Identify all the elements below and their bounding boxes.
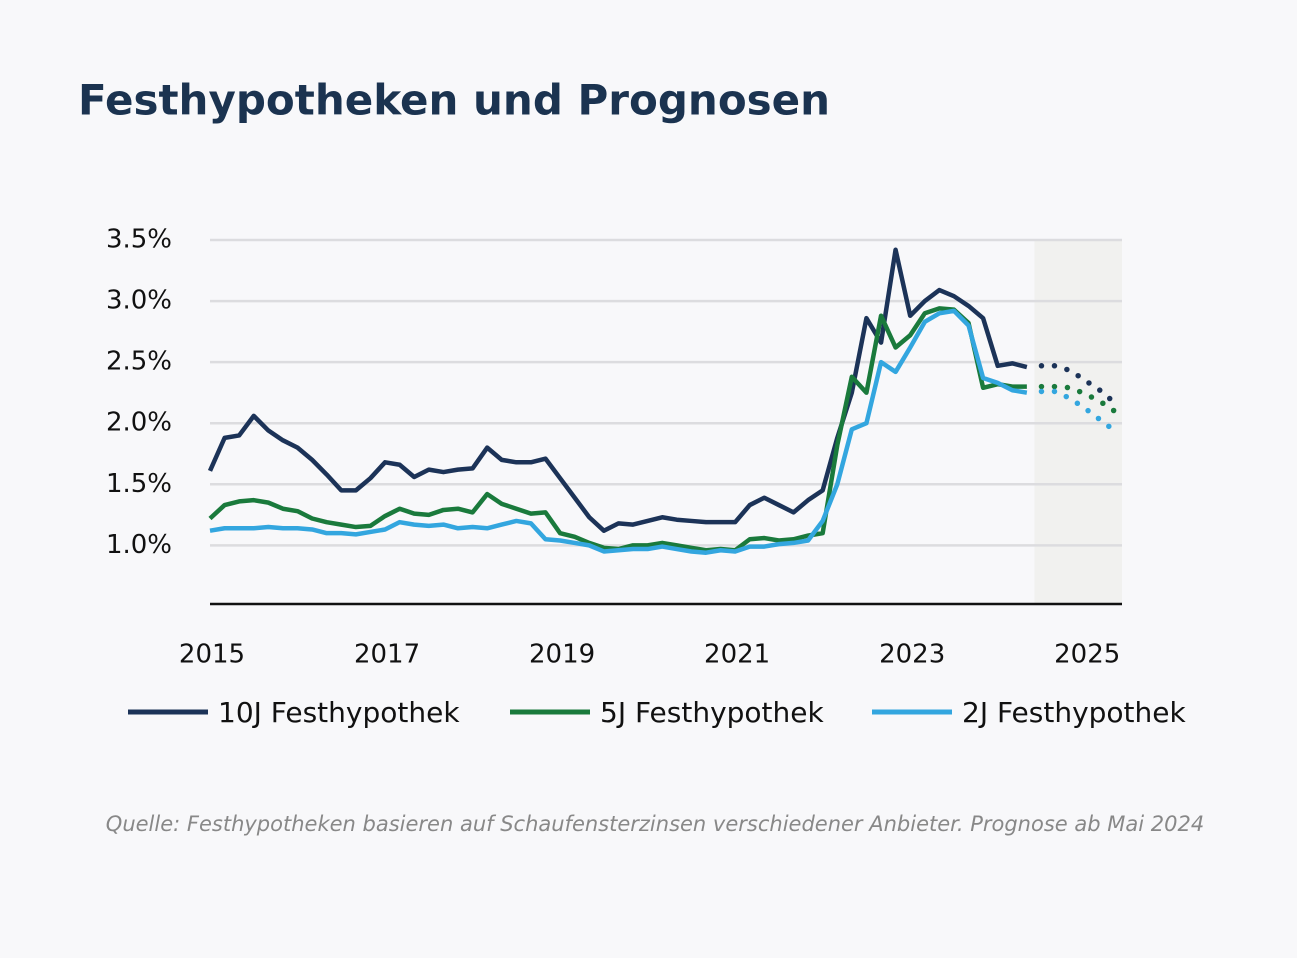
legend-label: 10J Festhypothek <box>218 696 460 729</box>
x-tick-label: 2023 <box>879 640 945 670</box>
y-tick-label: 2.5% <box>106 347 172 377</box>
forecast-line <box>1038 363 1118 406</box>
chart-title: Festhypotheken und Prognosen <box>78 76 830 125</box>
x-tick-label: 2021 <box>704 640 770 670</box>
source-note: Quelle: Festhypotheken basieren auf Scha… <box>106 812 1204 836</box>
y-tick-label: 3.5% <box>106 225 172 255</box>
series-line <box>208 306 1027 553</box>
y-tick-label: 3.0% <box>106 286 172 316</box>
forecast-line <box>1038 388 1118 434</box>
y-tick-label: 1.0% <box>106 530 172 560</box>
y-tick-label: 2.0% <box>106 408 172 438</box>
series-line <box>207 247 1028 533</box>
y-tick-label: 1.5% <box>106 469 172 499</box>
x-tick-label: 2019 <box>529 640 595 670</box>
x-tick-label: 2017 <box>354 640 420 670</box>
forecast-line <box>1038 383 1118 414</box>
x-tick-label: 2015 <box>179 640 245 670</box>
legend-label: 5J Festhypothek <box>600 696 825 729</box>
series-line <box>209 308 1028 555</box>
x-tick-label: 2025 <box>1054 640 1120 670</box>
legend-label: 2J Festhypothek <box>962 696 1187 729</box>
